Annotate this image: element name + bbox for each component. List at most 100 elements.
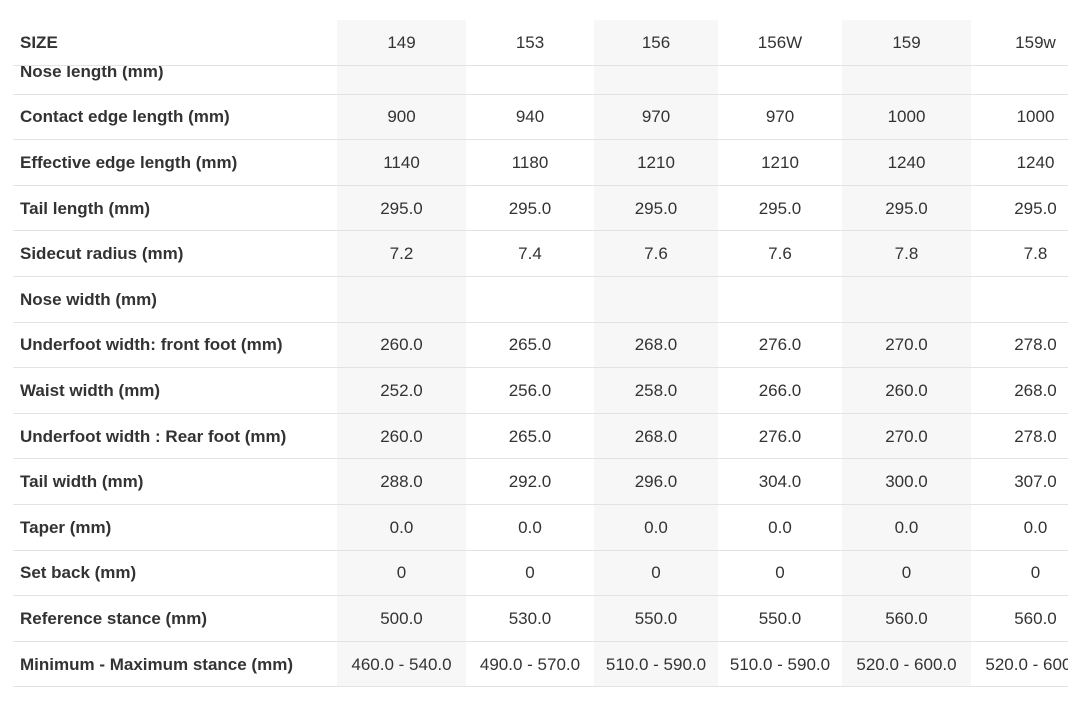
row-label: Underfoot width: front foot (mm) — [20, 335, 283, 355]
row-label: Tail width (mm) — [20, 472, 144, 492]
cell: 0 — [337, 550, 466, 597]
cell: 940 — [515, 107, 545, 127]
row-divider — [13, 549, 1068, 551]
cell: 7.6 — [594, 231, 718, 277]
row-label: Set back (mm) — [20, 563, 137, 583]
header-size: 156 — [594, 20, 718, 65]
cell: 520.0 - 600.0 — [842, 641, 971, 688]
row-divider — [13, 93, 1068, 95]
cell: 7.2 — [337, 231, 466, 277]
cell — [842, 277, 971, 323]
cell: 276.0 — [758, 335, 802, 355]
cell: 295.0 — [594, 185, 718, 232]
row-label: Nose width (mm) — [20, 289, 157, 309]
row-divider — [13, 595, 1068, 597]
cell: 268.0 — [594, 413, 718, 460]
cell: 1180 — [511, 152, 549, 172]
cell: 0.0 — [594, 505, 718, 551]
cell: 0.0 — [518, 517, 542, 537]
cell — [594, 277, 718, 323]
cell: 268.0 — [594, 322, 718, 369]
cell: 292.0 — [508, 472, 552, 492]
row-label: Underfoot width : Rear foot (mm) — [20, 426, 287, 446]
row-label: Minimum - Maximum stance (mm) — [20, 654, 293, 674]
cell: 300.0 — [842, 459, 971, 505]
cell: 265.0 — [508, 426, 552, 446]
cell: 1210 — [594, 140, 718, 186]
cell: 260.0 — [337, 413, 466, 460]
cell: 550.0 — [758, 608, 802, 628]
cell: 900 — [337, 94, 466, 141]
cell: 260.0 — [842, 368, 971, 414]
row-label: Taper (mm) — [20, 517, 112, 537]
cell — [971, 277, 1068, 323]
cell: 7.4 — [518, 244, 542, 264]
cell: 266.0 — [758, 380, 802, 400]
cell: 278.0 — [1014, 335, 1057, 355]
row-divider — [13, 686, 1068, 688]
cell: 970 — [765, 107, 795, 127]
cell: 1210 — [761, 152, 799, 172]
row-divider — [13, 184, 1068, 186]
row-divider — [13, 230, 1068, 232]
size-table: Nose length (mm) Contact edge length (mm)… — [13, 20, 1068, 688]
cell: 1000 — [842, 94, 971, 141]
row-label: Effective edge length (mm) — [20, 152, 238, 172]
header-size: 159 — [842, 20, 971, 65]
cell: 1140 — [337, 140, 466, 186]
cell: 530.0 — [508, 608, 552, 628]
cell: 295.0 — [1014, 198, 1057, 218]
cell: 510.0 - 590.0 — [594, 641, 718, 688]
row-divider — [13, 321, 1068, 323]
header-size: 153 — [466, 20, 594, 65]
cell: 307.0 — [1014, 472, 1057, 492]
cell: 7.6 — [768, 244, 792, 264]
cell: 0 — [594, 550, 718, 597]
row-label: Reference stance (mm) — [20, 608, 208, 628]
row-divider — [13, 139, 1068, 141]
row-label: Contact edge length (mm) — [20, 107, 230, 127]
cell: 7.8 — [1023, 244, 1048, 264]
cell: 295.0 — [842, 185, 971, 232]
cell: 970 — [594, 94, 718, 141]
header-divider — [13, 65, 1068, 66]
row-label: Sidecut radius (mm) — [20, 244, 184, 264]
cell: 288.0 — [337, 459, 466, 505]
cell: 1000 — [1016, 107, 1055, 127]
row-divider — [13, 640, 1068, 642]
cell: 0.0 — [1023, 517, 1048, 537]
header-size: 156W — [718, 20, 842, 65]
cell: 270.0 — [842, 413, 971, 460]
cell: 252.0 — [337, 368, 466, 414]
cell: 7.8 — [842, 231, 971, 277]
cell: 0.0 — [337, 505, 466, 551]
row-divider — [13, 504, 1068, 505]
cell: 295.0 — [337, 185, 466, 232]
cell: 0.0 — [768, 517, 792, 537]
cell: 260.0 — [337, 322, 466, 369]
row-label: Waist width (mm) — [20, 380, 161, 400]
cell: 256.0 — [508, 380, 552, 400]
cell: 0.0 — [842, 505, 971, 551]
cell: 268.0 — [1014, 380, 1057, 400]
cell: 295.0 — [758, 198, 802, 218]
cell: 304.0 — [758, 472, 802, 492]
row-label: Nose length (mm) — [20, 61, 164, 81]
cell: 1240 — [1016, 152, 1055, 172]
cell: 520.0 - 600.0 — [985, 654, 1068, 674]
cell: 510.0 - 590.0 — [729, 654, 831, 674]
row-label: Tail length (mm) — [20, 198, 151, 218]
cell: 270.0 — [842, 322, 971, 369]
cell: 295.0 — [508, 198, 552, 218]
cell: 276.0 — [758, 426, 802, 446]
cell — [718, 277, 842, 323]
header-size: 159w — [971, 20, 1068, 65]
cell: 0 — [842, 550, 971, 597]
row-divider — [13, 367, 1068, 369]
cell: 296.0 — [594, 459, 718, 505]
cell: 0 — [775, 563, 785, 583]
cell: 500.0 — [337, 596, 466, 642]
cell: 560.0 — [1014, 608, 1057, 628]
cell: 265.0 — [508, 335, 552, 355]
